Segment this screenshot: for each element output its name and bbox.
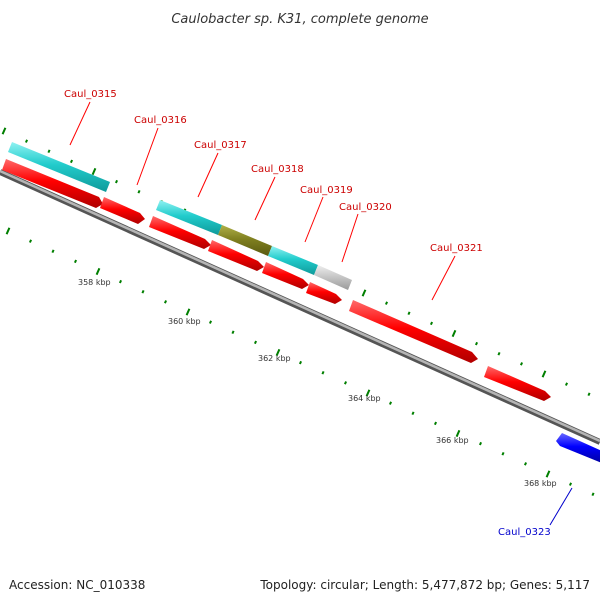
- ruler-label-364: 364 kbp: [348, 394, 381, 403]
- gene-label-leaders: [69, 101, 573, 526]
- ruler-tick: [519, 362, 524, 366]
- ruler-tick: [69, 159, 74, 164]
- ruler-label-362: 362 kbp: [258, 354, 291, 363]
- ruler-tick: [51, 249, 55, 254]
- ruler-tick: [568, 482, 573, 486]
- ruler-tick: [91, 167, 97, 176]
- ruler-tick: [321, 370, 325, 375]
- feature-cds-5[interactable]: [262, 262, 309, 289]
- ruler-tick: [231, 330, 235, 335]
- genome-backbone: [0, 169, 600, 445]
- ruler-tick: [429, 321, 434, 326]
- ruler-tick: [361, 289, 367, 297]
- ruler-tick: [407, 311, 411, 316]
- ruler-tick: [208, 320, 213, 324]
- ruler-tick: [343, 381, 348, 385]
- ruler-tick: [497, 351, 501, 356]
- gene-label-caul-0319[interactable]: Caul_0319: [300, 185, 353, 196]
- gene-label-caul-0317[interactable]: Caul_0317: [194, 140, 247, 151]
- ruler-labels: 358 kbp 360 kbp 362 kbp 364 kbp 366 kbp …: [78, 278, 557, 488]
- feature-cds-6[interactable]: [306, 282, 342, 304]
- ruler-tick: [95, 267, 101, 276]
- ruler-tick: [365, 389, 371, 397]
- ruler-tick: [73, 259, 78, 264]
- accession-text: Accession: NC_010338: [9, 578, 146, 592]
- ruler-tick: [455, 429, 461, 438]
- ruler-tick: [47, 149, 51, 154]
- feature-track-reverse: [556, 433, 600, 463]
- ruler-tick: [24, 139, 29, 143]
- feature-caul-0316[interactable]: [100, 197, 145, 224]
- lower-tick-ruler: [5, 227, 595, 497]
- feature-caul-0318[interactable]: [208, 240, 264, 271]
- ruler-tick: [587, 392, 591, 397]
- feature-cds-3[interactable]: [149, 216, 211, 249]
- ruler-tick: [28, 239, 33, 243]
- gene-label-caul-0316[interactable]: Caul_0316: [134, 115, 187, 126]
- ruler-tick: [137, 189, 141, 194]
- ruler-tick: [474, 341, 479, 346]
- feature-caul-0323[interactable]: [556, 433, 600, 463]
- ruler-tick: [114, 179, 119, 184]
- gene-label-caul-0315[interactable]: Caul_0315: [64, 89, 117, 100]
- ruler-tick: [433, 421, 438, 426]
- genome-summary-text: Topology: circular; Length: 5,477,872 bp…: [260, 578, 590, 592]
- gene-label-caul-0323[interactable]: Caul_0323: [498, 527, 551, 538]
- ruler-label-366: 366 kbp: [436, 436, 469, 445]
- ruler-tick: [451, 329, 457, 338]
- ruler-tick: [163, 300, 168, 304]
- ruler-tick: [1, 127, 7, 135]
- feature-cds-8[interactable]: [484, 366, 551, 401]
- ruler-tick: [564, 382, 569, 386]
- feature-track-rna: [8, 142, 352, 290]
- ruler-tick: [478, 441, 483, 446]
- ruler-tick: [118, 279, 123, 284]
- gene-labels: Caul_0315 Caul_0316 Caul_0317 Caul_0318 …: [64, 89, 551, 538]
- ruler-tick: [253, 340, 258, 345]
- ruler-tick: [5, 227, 11, 235]
- feature-caul-0319[interactable]: [268, 246, 318, 275]
- ruler-tick: [591, 492, 595, 497]
- feature-caul-0320[interactable]: [314, 265, 352, 290]
- gene-label-caul-0320[interactable]: Caul_0320: [339, 202, 392, 213]
- feature-caul-0321[interactable]: [349, 300, 478, 363]
- ruler-tick: [185, 308, 191, 316]
- ruler-tick: [545, 470, 551, 478]
- ruler-label-368: 368 kbp: [524, 479, 557, 488]
- ruler-tick: [501, 451, 505, 456]
- ruler-tick: [298, 360, 303, 365]
- gene-label-caul-0321[interactable]: Caul_0321: [430, 243, 483, 254]
- ruler-label-360: 360 kbp: [168, 317, 201, 326]
- feature-caul-0315[interactable]: [8, 142, 110, 192]
- feature-caul-0317[interactable]: [156, 200, 222, 235]
- ruler-tick: [523, 462, 528, 466]
- ruler-tick: [275, 348, 281, 357]
- gene-label-caul-0318[interactable]: Caul_0318: [251, 164, 304, 175]
- ruler-tick: [541, 370, 547, 378]
- ruler-label-358: 358 kbp: [78, 278, 111, 287]
- ruler-tick: [411, 411, 415, 416]
- ruler-tick: [384, 301, 389, 305]
- ruler-tick: [388, 401, 393, 405]
- feature-overlap[interactable]: [218, 225, 272, 256]
- feature-track-cds: [2, 159, 551, 401]
- feature-cds-1[interactable]: [2, 159, 103, 208]
- map-title: Caulobacter sp. K31, complete genome: [171, 12, 428, 27]
- ruler-tick: [141, 289, 145, 294]
